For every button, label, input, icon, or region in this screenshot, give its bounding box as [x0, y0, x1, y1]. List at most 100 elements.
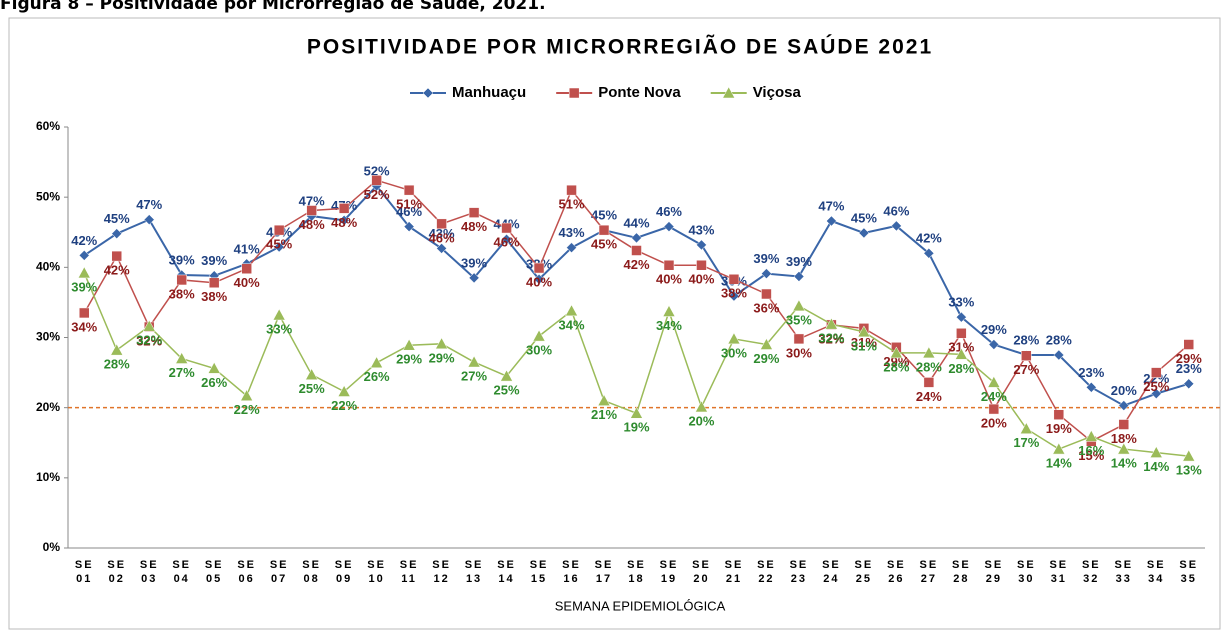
data-label: 28%	[948, 361, 974, 376]
marker	[176, 274, 187, 286]
x-tick-label: SE 34	[1146, 559, 1166, 585]
x-tick-label: SE 10	[367, 559, 386, 585]
marker	[826, 215, 837, 227]
marker	[727, 332, 741, 345]
data-label: 24%	[916, 389, 942, 404]
x-tick-label: SE 23	[789, 559, 809, 585]
marker	[722, 86, 736, 99]
marker	[761, 268, 772, 280]
data-label: 29%	[429, 350, 455, 365]
data-label: 25%	[494, 383, 520, 398]
data-label: 46%	[656, 204, 682, 219]
data-label: 20%	[1111, 383, 1137, 398]
x-tick-label: SE 27	[919, 559, 939, 585]
marker	[241, 263, 252, 274]
data-label: 27%	[1013, 362, 1039, 377]
data-label: 31%	[948, 340, 974, 355]
x-tick-label: SE 28	[952, 559, 971, 585]
data-label: 45%	[266, 237, 292, 252]
data-label: 47%	[299, 194, 325, 209]
data-label: 17%	[1013, 435, 1039, 450]
data-label: 38%	[721, 286, 747, 301]
marker	[273, 241, 285, 253]
data-label: 25%	[1143, 379, 1169, 394]
data-label: 46%	[396, 204, 422, 219]
data-label: 45%	[591, 208, 617, 223]
data-label: 48%	[299, 217, 325, 232]
marker	[597, 394, 611, 406]
marker	[1150, 388, 1162, 399]
marker	[371, 175, 382, 186]
data-label: 28%	[104, 357, 130, 372]
marker	[1183, 378, 1195, 390]
data-label: 28%	[1013, 332, 1039, 347]
data-label: 39%	[753, 251, 779, 266]
data-label: 13%	[1176, 463, 1202, 478]
marker	[532, 329, 546, 342]
marker	[956, 328, 967, 339]
x-tick-label: SE 31	[1049, 559, 1069, 585]
x-tick-label: SE 03	[139, 559, 159, 585]
data-label: 40%	[656, 272, 682, 287]
data-label: 52%	[364, 163, 390, 178]
marker	[565, 304, 578, 317]
marker	[468, 272, 480, 284]
x-tick-label: SE 26	[887, 559, 906, 585]
data-label: 46%	[883, 203, 909, 218]
marker	[566, 242, 577, 254]
marker	[1052, 442, 1066, 455]
x-tick-label: SE 05	[204, 559, 224, 585]
marker	[501, 222, 512, 234]
data-label: 39%	[461, 255, 487, 270]
data-label: 28%	[916, 359, 942, 374]
marker	[1117, 442, 1131, 455]
data-label: 43%	[429, 226, 455, 241]
marker	[956, 311, 967, 323]
x-tick-label: SE 24	[822, 559, 841, 585]
marker	[272, 308, 286, 321]
marker	[728, 274, 740, 285]
marker	[533, 262, 545, 274]
data-label: 40%	[526, 274, 552, 289]
data-label: 29%	[1176, 351, 1202, 366]
data-label: 40%	[688, 272, 714, 287]
data-label: 42%	[916, 231, 942, 246]
data-label: 39%	[71, 279, 97, 294]
data-label: 20%	[688, 413, 714, 428]
data-label: 32%	[136, 333, 162, 348]
data-label: 45%	[851, 210, 877, 225]
marker	[1182, 449, 1196, 462]
data-label: 43%	[688, 222, 714, 237]
data-label: 15%	[1078, 448, 1104, 463]
data-label: 38%	[169, 286, 195, 301]
marker	[760, 337, 773, 350]
x-tick-label: SE 19	[659, 559, 679, 585]
marker	[695, 400, 708, 413]
marker	[566, 184, 577, 196]
marker	[306, 205, 317, 216]
marker	[696, 259, 707, 271]
data-label: 43%	[559, 225, 585, 240]
marker	[598, 224, 610, 236]
marker	[1183, 339, 1195, 350]
marker	[1053, 349, 1065, 361]
y-tick-label: 40%	[36, 260, 60, 274]
marker	[143, 214, 155, 225]
legend-label: Ponte Nova	[598, 84, 681, 101]
x-tick-label: SE 15	[529, 559, 549, 585]
data-label: 42%	[104, 263, 130, 278]
x-tick-label: SE 18	[627, 559, 646, 585]
marker	[988, 339, 1000, 350]
data-label: 34%	[559, 317, 585, 332]
marker	[824, 317, 838, 330]
x-tick-label: SE 29	[984, 559, 1004, 585]
data-label: 39%	[786, 254, 812, 269]
data-label: 32%	[818, 331, 844, 346]
data-label: 48%	[461, 219, 487, 234]
data-label: 29%	[396, 352, 422, 367]
marker	[954, 347, 968, 360]
x-tick-label: SE 33	[1114, 559, 1134, 585]
marker	[631, 245, 642, 256]
